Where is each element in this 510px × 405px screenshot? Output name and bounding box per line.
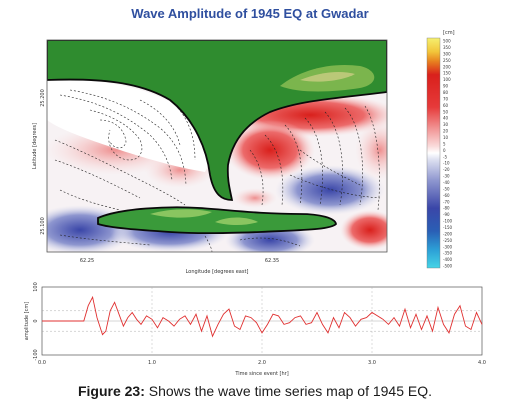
colorbar-label: -30	[443, 174, 450, 179]
colorbar-label: 10	[443, 135, 449, 140]
caption-text: Shows the wave time series map of 1945 E…	[144, 383, 433, 399]
colorbar-label: 90	[443, 84, 449, 89]
colorbar-label: 250	[443, 58, 451, 63]
colorbar-label: 70	[443, 96, 449, 101]
x-tick-label: 2.0	[258, 360, 266, 366]
colorbar-label: 30	[443, 122, 449, 127]
colorbar-label: 60	[443, 103, 449, 108]
y-tick-label: 0	[33, 319, 39, 322]
x-tick-label: 3.0	[368, 360, 376, 366]
colorbar-label: 200	[443, 64, 451, 69]
colorbar: [cm] 50035030025020015010090807060504030…	[426, 30, 455, 269]
caption-label: Figure 23:	[77, 383, 145, 399]
colorbar-label: -40	[443, 180, 450, 185]
x-tick-label: 1.0	[148, 360, 156, 366]
map-ylabel: Latitude [degrees]	[32, 123, 38, 169]
colorbar-label: -60	[443, 193, 450, 198]
colorbar-label: 40	[443, 116, 449, 121]
colorbar-label: 500	[443, 39, 451, 44]
map-xlabel: Longitude [degrees east]	[186, 269, 249, 275]
colorbar-label: 5	[443, 141, 446, 146]
map-ytick-2: 25.100	[40, 217, 46, 235]
colorbar-label: -500	[443, 264, 453, 269]
colorbar-label: -100	[443, 219, 453, 224]
colorbar-label: -300	[443, 244, 453, 249]
colorbar-label: -5	[443, 154, 447, 159]
colorbar-label: -90	[443, 212, 450, 217]
wave-map	[47, 40, 387, 252]
chart-ylabel: amplitude [cm]	[24, 302, 30, 340]
colorbar-unit: [cm]	[443, 30, 455, 36]
figure-caption: Figure 23: Shows the wave time series ma…	[0, 383, 510, 399]
colorbar-label: -10	[443, 161, 450, 166]
time-series-chart: 0.0 1.0 2.0 3.0 4.0 100 0 -100 amplitude [cm] T…	[24, 282, 486, 377]
x-tick-label: 0.0	[38, 360, 46, 366]
colorbar-label: -350	[443, 251, 453, 256]
colorbar-label: 50	[443, 109, 449, 114]
colorbar-label: 20	[443, 129, 449, 134]
chart-xlabel: Time since event [hr]	[234, 371, 288, 377]
colorbar-label: 350	[443, 45, 451, 50]
colorbar-label: -20	[443, 167, 450, 172]
colorbar-bar	[426, 37, 441, 269]
map-ytick-1: 25.200	[40, 89, 46, 107]
colorbar-label: -50	[443, 186, 450, 191]
colorbar-label: -70	[443, 199, 450, 204]
x-tick-label: 4.0	[478, 360, 486, 366]
map-xtick-2: 62.35	[265, 258, 279, 264]
colorbar-label: -400	[443, 257, 453, 262]
colorbar-label: 300	[443, 51, 451, 56]
colorbar-label: 0	[443, 148, 446, 153]
colorbar-label: -200	[443, 231, 453, 236]
y-tick-label: 100	[33, 282, 39, 292]
map-frame	[46, 39, 388, 253]
map-title: Wave Amplitude of 1945 EQ at Gwadar	[131, 6, 369, 21]
colorbar-label: 100	[443, 77, 451, 82]
y-tick-label: -100	[33, 349, 39, 360]
colorbar-label: 150	[443, 71, 451, 76]
colorbar-label: -80	[443, 206, 450, 211]
colorbar-label: -150	[443, 225, 453, 230]
map-xtick-1: 62.25	[80, 258, 94, 264]
series-line	[42, 295, 483, 338]
colorbar-label: -250	[443, 238, 453, 243]
colorbar-label: 80	[443, 90, 449, 95]
